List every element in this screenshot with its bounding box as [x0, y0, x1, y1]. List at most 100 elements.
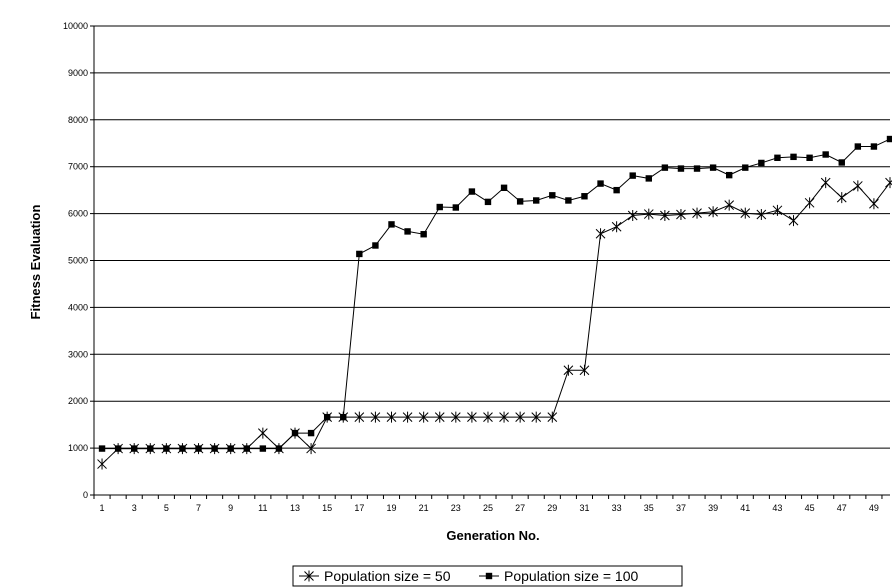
star-point [563, 364, 574, 376]
x-tick-label: 31 [579, 503, 589, 513]
square-point [742, 164, 749, 171]
y-tick-label: 0 [83, 490, 88, 500]
square-point [758, 159, 765, 167]
star-point [820, 177, 831, 189]
y-tick-label: 2000 [68, 396, 88, 406]
square-point [275, 445, 283, 452]
square-point [420, 231, 427, 238]
square-point [693, 165, 701, 172]
square-point [822, 151, 829, 158]
square-point [725, 171, 733, 179]
square-point [774, 154, 781, 161]
square-point [677, 165, 685, 172]
y-tick-label: 5000 [68, 256, 88, 266]
square-point [98, 445, 106, 452]
square-point [500, 184, 508, 192]
square-point [356, 250, 363, 258]
x-tick-label: 39 [708, 503, 718, 513]
square-point [581, 193, 588, 200]
star-point [450, 411, 461, 423]
star-point [627, 209, 638, 221]
square-point [533, 197, 540, 204]
x-tick-label: 7 [196, 503, 201, 513]
star-point [595, 228, 606, 240]
y-axis-title: Fitness Evaluation [28, 205, 43, 320]
star-point [354, 411, 365, 423]
y-tick-label: 7000 [68, 162, 88, 172]
star-point [467, 411, 477, 423]
y-tick-label: 8000 [68, 115, 88, 125]
square-point [243, 445, 250, 452]
star-point [370, 411, 381, 423]
x-tick-label: 35 [644, 503, 654, 513]
star-point [257, 427, 268, 439]
square-point [259, 445, 267, 452]
x-tick-label: 27 [515, 503, 525, 513]
x-tick-label: 3 [132, 503, 137, 513]
star-point [643, 208, 654, 220]
x-tick-label: 49 [869, 503, 879, 513]
x-tick-label: 43 [772, 503, 782, 513]
x-tick-label: 17 [354, 503, 364, 513]
square-point [452, 204, 460, 211]
star-point [836, 192, 847, 204]
star-point [611, 221, 622, 233]
square-point [565, 197, 572, 204]
legend-label: Population size = 50 [324, 568, 451, 584]
square-point [131, 445, 138, 452]
x-tick-label: 33 [612, 503, 622, 513]
square-point [211, 445, 218, 452]
square-point [372, 242, 379, 249]
axes: 0 1000 2000 3000 4000 5000 6000 7000 8000 9000 100… [63, 21, 890, 513]
star-point [515, 411, 525, 423]
star-point [772, 204, 783, 216]
series-layer [97, 135, 892, 470]
x-tick-label: 29 [547, 503, 557, 513]
square-point [323, 413, 331, 421]
star-point [434, 411, 445, 423]
star-point [692, 207, 702, 219]
star-point [483, 411, 493, 423]
square-point [516, 198, 524, 205]
gridlines [94, 25, 890, 449]
x-tick-label: 41 [740, 503, 750, 513]
square-point [806, 154, 813, 161]
y-tick-label: 1000 [68, 443, 88, 453]
star-point [386, 411, 397, 423]
star-point [676, 209, 686, 221]
square-point [291, 429, 299, 437]
star-point [756, 209, 767, 221]
square-point [886, 135, 892, 143]
square-point [709, 164, 717, 171]
square-point [629, 172, 636, 179]
square-point [147, 445, 154, 452]
x-tick-label: 21 [419, 503, 429, 513]
x-axis-title: Generation No. [446, 528, 539, 543]
y-tick-label: 4000 [68, 302, 88, 312]
x-tick-label: 47 [837, 503, 847, 513]
star-point [402, 411, 413, 423]
square-point [645, 175, 652, 182]
square-point [661, 164, 669, 171]
legend: Population size = 50 Population size = 10… [292, 565, 683, 587]
square-point [179, 445, 186, 452]
square-point [436, 203, 443, 211]
star-point [579, 364, 590, 376]
star-point [852, 180, 863, 192]
star-point [869, 198, 879, 210]
square-point [114, 445, 122, 452]
star-marker-icon [304, 570, 314, 582]
square-point [307, 429, 315, 437]
x-tick-label: 37 [676, 503, 686, 513]
square-point [468, 188, 476, 195]
star-point [788, 215, 799, 227]
star-point [418, 411, 429, 423]
legend-label: Population size = 100 [504, 568, 638, 584]
legend-item-1: Population size = 50 [299, 568, 451, 584]
y-tick-label: 10000 [63, 21, 88, 31]
x-tick-label: 9 [228, 503, 233, 513]
square-marker-icon [485, 572, 493, 580]
x-tick-label: 19 [386, 503, 396, 513]
